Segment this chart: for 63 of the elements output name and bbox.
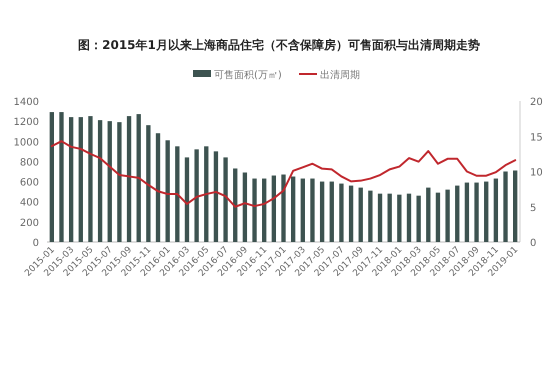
bar — [310, 178, 315, 242]
chart-title: 图：2015年1月以来上海商品住宅（不含保障房）可售面积与出清周期走势 — [78, 38, 480, 52]
legend-label: 出清周期 — [320, 69, 360, 81]
bar — [194, 149, 199, 242]
bar — [233, 168, 238, 242]
bar — [320, 182, 324, 242]
y-tick-label: 1400 — [14, 97, 39, 108]
y2-tick-label: 20 — [530, 97, 543, 108]
bar — [484, 182, 488, 242]
line-series — [50, 140, 516, 208]
bar — [358, 188, 363, 242]
bar — [436, 192, 440, 242]
bar — [262, 178, 266, 242]
bar — [368, 190, 373, 242]
bar — [88, 116, 93, 242]
bar — [223, 157, 228, 242]
bar — [98, 120, 102, 242]
bar — [272, 176, 276, 242]
bar — [426, 188, 430, 242]
bar — [445, 190, 450, 242]
bar — [300, 178, 305, 242]
bar — [156, 133, 160, 242]
bar — [108, 121, 112, 242]
bar — [175, 146, 180, 242]
bar — [214, 151, 218, 242]
bar — [242, 172, 248, 242]
bar — [397, 194, 402, 242]
y-tick-label: 200 — [20, 218, 39, 229]
bar — [503, 172, 508, 242]
bar — [378, 194, 382, 242]
bar — [339, 184, 344, 242]
bar — [126, 116, 132, 242]
y2-tick-label: 10 — [530, 168, 543, 178]
bar — [68, 117, 74, 242]
bar — [59, 112, 64, 242]
legend-label: 可售面积(万㎡) — [214, 69, 282, 81]
bar — [348, 186, 354, 242]
bar — [136, 114, 141, 242]
y-tick-label: 1000 — [14, 137, 39, 148]
bar — [78, 117, 83, 242]
bar — [455, 186, 460, 242]
bar — [146, 125, 151, 242]
y2-tick-label: 0 — [530, 238, 536, 249]
bar — [513, 170, 518, 242]
bar — [464, 182, 470, 242]
bar — [50, 112, 54, 242]
bar — [290, 176, 296, 242]
bar — [165, 140, 170, 242]
y2-tick-label: 15 — [530, 132, 543, 144]
y-tick-label: 800 — [20, 157, 39, 168]
bar — [204, 146, 208, 242]
bar — [416, 196, 421, 242]
bar — [330, 182, 334, 242]
y-tick-label: 600 — [20, 178, 39, 189]
bar — [406, 194, 412, 242]
y-tick-label: 400 — [20, 198, 39, 209]
bar — [388, 194, 392, 242]
y-tick-label: 1200 — [14, 117, 39, 128]
bar — [474, 182, 479, 242]
bar — [117, 122, 122, 242]
bar — [494, 178, 498, 242]
y2-tick-label: 5 — [530, 202, 536, 214]
y-tick-label: 0 — [32, 238, 39, 249]
